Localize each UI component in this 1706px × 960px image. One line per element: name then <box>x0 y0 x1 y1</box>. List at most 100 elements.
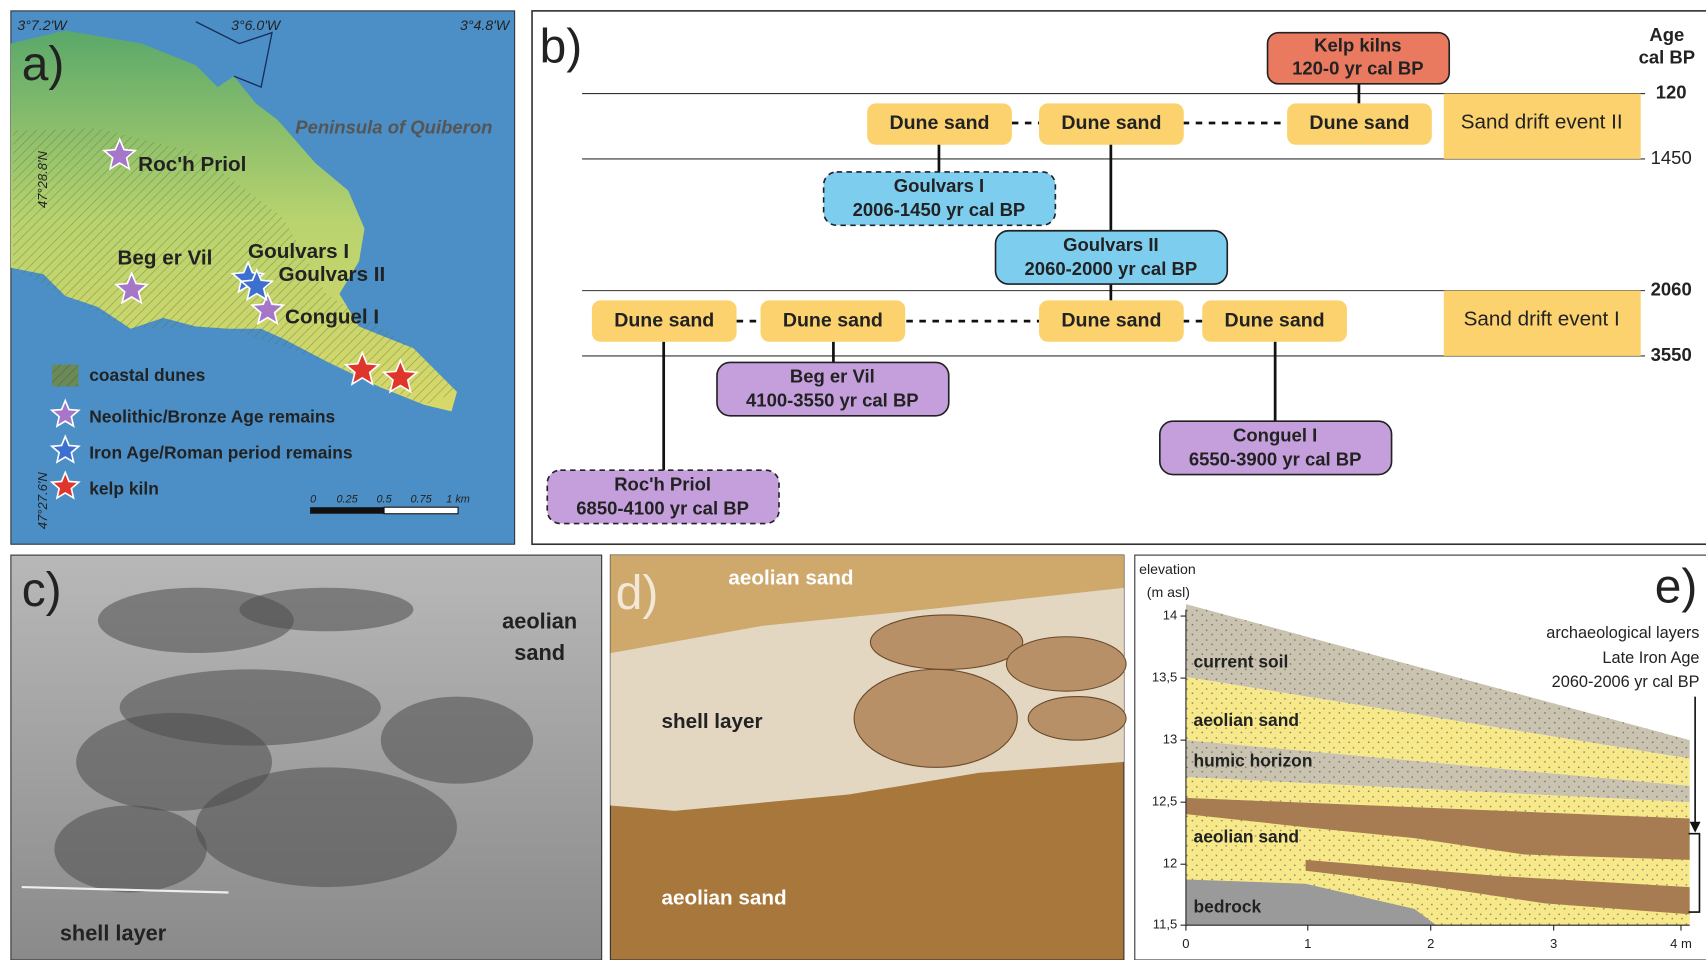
photo-d-top <box>610 555 1124 654</box>
slab <box>869 614 1024 670</box>
site-box <box>1159 420 1393 476</box>
coordinate-label: 3°6.0'W <box>231 17 282 33</box>
panel-label: a) <box>22 38 65 91</box>
panel-label: c) <box>22 564 62 617</box>
kelp-name: Kelp kilns <box>1314 35 1401 56</box>
arrow-head <box>1689 821 1701 833</box>
map-dunes <box>13 128 457 405</box>
site-label: Roc'h Priol <box>138 153 246 176</box>
star-marker <box>49 470 81 500</box>
dune-sand-label: Dune sand <box>1061 309 1161 331</box>
dune-sand-label: Dune sand <box>1225 309 1325 331</box>
axis-title: Age <box>1649 24 1684 45</box>
photo-label: sand <box>514 640 565 665</box>
photo-label: aeolian <box>502 608 577 633</box>
axis-title: cal BP <box>1639 47 1696 68</box>
legend-label: kelp kiln <box>89 478 159 498</box>
star-marker <box>49 398 81 428</box>
dune-sand-label: Dune sand <box>1309 112 1409 134</box>
layer-label: humic horizon <box>1194 750 1313 770</box>
age-tick-label: 3550 <box>1651 344 1692 365</box>
brown-layer <box>1185 797 1690 860</box>
sand-drift-band <box>1443 290 1641 356</box>
legend-swatch-hatch <box>52 364 79 387</box>
stone-cluster <box>380 696 534 784</box>
site-name: Goulvars II <box>1063 234 1159 255</box>
dune-sand-box <box>867 103 1012 145</box>
bracket <box>1688 832 1701 913</box>
y-tick-label: 12,5 <box>1152 794 1177 809</box>
panel-label: e) <box>1655 561 1698 614</box>
annotation: archaeological layers <box>1546 624 1699 642</box>
dune-sand-box <box>1039 103 1184 145</box>
site-label: Beg er Vil <box>118 246 213 269</box>
legend-label: Iron Age/Roman period remains <box>89 442 352 462</box>
x-tick-label: 0 <box>1182 936 1189 951</box>
site-label: Goulvars II <box>279 263 386 286</box>
event-label: Sand drift event II <box>1461 110 1623 133</box>
stone-cluster <box>54 805 207 893</box>
scale-bar-black <box>310 507 385 514</box>
y-tick-label: 11,5 <box>1153 917 1177 932</box>
annotation: 2060-2006 yr cal BP <box>1552 673 1700 691</box>
dune-sand-label: Dune sand <box>614 309 714 331</box>
dune-sand-box <box>760 300 906 342</box>
bedrock-layer <box>1185 879 1437 926</box>
star-marker <box>114 271 150 305</box>
brown-layer <box>1305 859 1690 915</box>
stone-cluster <box>195 767 457 888</box>
scale-label: 0.25 <box>336 493 358 505</box>
dune-sand-label: Dune sand <box>889 112 989 134</box>
site-label: Goulvars I <box>248 240 349 263</box>
site-box <box>546 469 780 525</box>
site-name: Conguel I <box>1233 424 1317 445</box>
slab <box>853 668 1018 768</box>
panel-label: b) <box>540 21 583 74</box>
slab <box>1005 636 1127 692</box>
coordinate-label: 47°28.8'N <box>35 150 50 208</box>
star-marker <box>49 434 81 464</box>
axis-title: elevation <box>1139 561 1196 577</box>
photo-label: shell layer <box>662 710 763 733</box>
legend-label: coastal dunes <box>89 365 205 385</box>
layer-label: aeolian sand <box>1194 710 1299 730</box>
annotation: Late Iron Age <box>1602 649 1699 667</box>
layer-label: aeolian sand <box>1194 827 1299 847</box>
layer-label: bedrock <box>1194 896 1262 916</box>
age-tick-label: 1450 <box>1651 147 1692 168</box>
site-box <box>994 229 1229 285</box>
star-marker <box>381 358 419 394</box>
y-tick-label: 14 <box>1163 608 1178 623</box>
scale-label: 1 km <box>446 493 470 505</box>
place-name: Peninsula of Quiberon <box>295 116 492 137</box>
coordinate-label: 3°7.2'W <box>17 17 68 33</box>
scale-label: 0.5 <box>377 493 393 505</box>
kelp-date: 120-0 yr cal BP <box>1292 58 1424 79</box>
coordinate-label: 3°4.8'W <box>460 17 511 33</box>
age-tick-label: 2060 <box>1651 279 1692 300</box>
star-marker <box>102 137 138 171</box>
x-tick-label: 3 <box>1550 936 1557 951</box>
dune-sand-box <box>1287 103 1432 145</box>
scale-label: 0.75 <box>410 493 432 505</box>
star-marker <box>239 267 275 302</box>
axis-title: (m asl) <box>1147 584 1190 600</box>
map-roads <box>195 21 273 88</box>
site-name: Beg er Vil <box>790 366 875 387</box>
scale-label: 0 <box>310 493 316 505</box>
dune-sand-label: Dune sand <box>783 309 883 331</box>
site-name: Goulvars I <box>894 175 984 196</box>
slab <box>1027 696 1127 741</box>
kelp-box <box>1266 31 1451 85</box>
stone-cluster <box>239 587 414 632</box>
site-box <box>822 171 1057 227</box>
age-tick-label: 120 <box>1656 81 1687 102</box>
y-tick-label: 13 <box>1163 732 1178 747</box>
event-label: Sand drift event I <box>1464 307 1620 330</box>
stone-cluster <box>119 669 381 746</box>
humic-layer-dots <box>1185 740 1690 803</box>
aeolian-sand-layer-dots <box>1185 777 1690 819</box>
aeolian-sand-layer-dots <box>1185 677 1690 786</box>
site-label: Conguel I <box>285 305 379 328</box>
